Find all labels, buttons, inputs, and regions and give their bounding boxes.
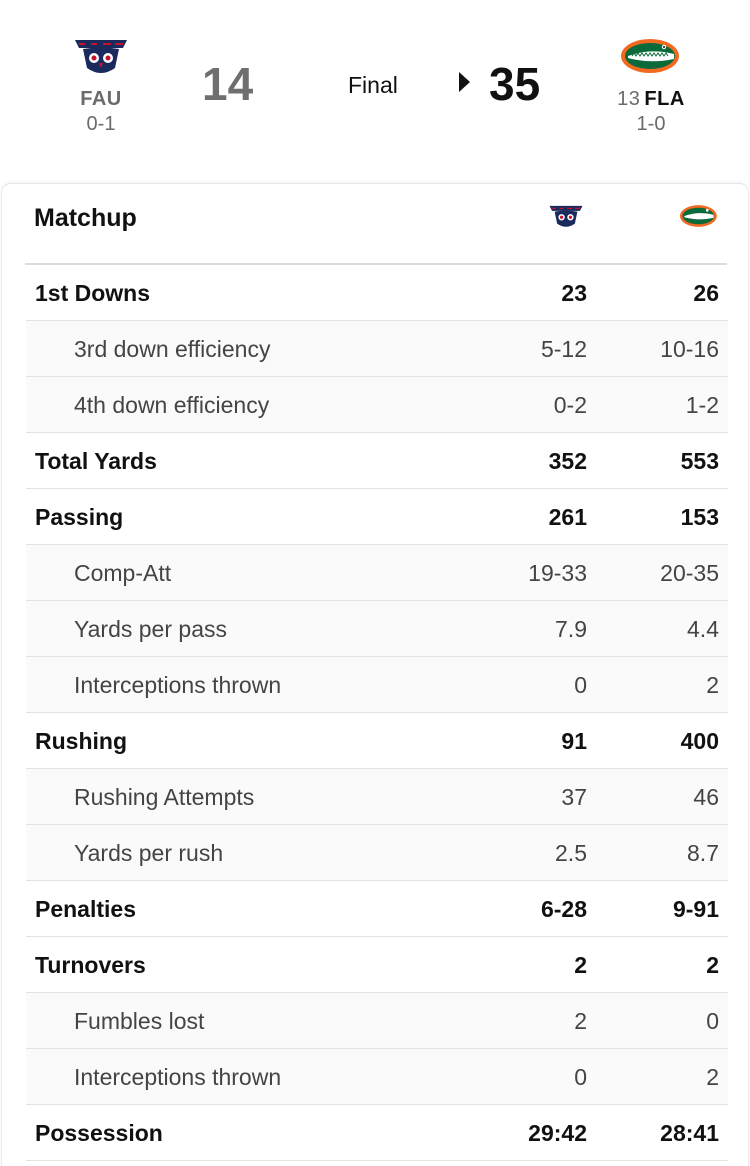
stat-away-value: 352 <box>548 448 587 474</box>
stat-label: Yards per pass <box>74 616 227 642</box>
stat-label: Fumbles lost <box>74 1008 205 1034</box>
stat-home-value: 9-91 <box>672 896 719 922</box>
stat-away-value: 37 <box>561 784 587 810</box>
caret-right-icon <box>459 72 470 92</box>
stat-label: 4th down efficiency <box>74 392 270 418</box>
fau-owls-logo-icon <box>549 205 583 227</box>
home-team-record: 1-0 <box>636 113 666 135</box>
stat-away-value: 7.9 <box>555 616 587 642</box>
florida-gators-logo-icon <box>621 39 679 73</box>
stat-label: Rushing Attempts <box>74 784 255 810</box>
stat-home-value: 553 <box>680 448 719 474</box>
stat-row: Turnovers 2 2 <box>26 937 728 993</box>
stat-away-value: 261 <box>548 504 587 530</box>
stat-label: Total Yards <box>35 448 157 474</box>
stat-home-value: 10-16 <box>660 336 719 362</box>
stat-away-value: 91 <box>561 728 587 754</box>
stat-label: Penalties <box>35 896 136 922</box>
stat-home-value: 400 <box>680 728 719 754</box>
stat-row: Possession 29:42 28:41 <box>26 1105 728 1161</box>
stat-away-value: 29:42 <box>528 1120 587 1146</box>
stat-label: Rushing <box>35 728 127 754</box>
stat-away-value: 6-28 <box>540 896 587 922</box>
away-team[interactable]: FAU 0-1 <box>60 34 142 136</box>
away-score: 14 <box>202 58 254 110</box>
stat-home-value: 4.4 <box>687 616 719 642</box>
stat-label: Yards per rush <box>74 840 224 866</box>
stat-home-value: 2 <box>706 952 719 978</box>
florida-gators-logo-icon <box>679 205 717 227</box>
stat-label: Possession <box>35 1120 163 1146</box>
stat-label: Interceptions thrown <box>74 1064 282 1090</box>
stat-home-value: 153 <box>680 504 719 530</box>
stat-label: 1st Downs <box>35 280 151 306</box>
stat-away-value: 2.5 <box>555 840 587 866</box>
stat-away-value: 2 <box>574 952 587 978</box>
scoreboard-header: FAU 0-1 14 Final 35 13 FLA 1-0 <box>0 0 750 183</box>
stat-row: Fumbles lost 2 0 <box>26 993 728 1049</box>
stat-row: Total Yards 352 553 <box>26 433 728 489</box>
home-team-rank: 13 <box>617 88 641 110</box>
away-team-record: 0-1 <box>86 113 116 135</box>
stat-home-value: 26 <box>693 280 719 306</box>
stat-row: Comp-Att 19-33 20-35 <box>26 545 728 601</box>
stat-away-value: 5-12 <box>540 336 587 362</box>
away-team-abbr: FAU <box>80 88 122 110</box>
game-status: Final <box>348 72 398 98</box>
stat-label: Comp-Att <box>74 560 172 586</box>
stat-label: 3rd down efficiency <box>74 336 271 362</box>
stat-away-value: 19-33 <box>528 560 587 586</box>
stat-row: Interceptions thrown 0 2 <box>26 1049 728 1105</box>
stat-row: Rushing Attempts 37 46 <box>26 769 728 825</box>
stat-row: Interceptions thrown 0 2 <box>26 657 728 713</box>
stat-home-value: 0 <box>706 1008 719 1034</box>
stat-label: Passing <box>35 504 124 530</box>
home-team-abbr: 13 FLA <box>608 88 694 111</box>
matchup-title: Matchup <box>34 204 137 232</box>
stat-home-value: 8.7 <box>687 840 719 866</box>
stat-row: Penalties 6-28 9-91 <box>26 881 728 937</box>
matchup-header: Matchup <box>25 184 727 265</box>
stats-table: 1st Downs 23 26 3rd down efficiency 5-12 10-1… <box>26 265 728 1161</box>
stat-home-value: 1-2 <box>685 392 719 418</box>
stat-home-value: 2 <box>706 672 719 698</box>
matchup-card: Matchup 1st Downs 23 26 3rd down efficiency… <box>1 183 749 1166</box>
stat-row: Passing 261 153 <box>26 489 728 545</box>
stat-row: Yards per rush 2.5 8.7 <box>26 825 728 881</box>
home-team-abbr-text: FLA <box>644 88 685 110</box>
stat-away-value: 0 <box>574 1064 587 1090</box>
stat-home-value: 28:41 <box>660 1120 719 1146</box>
stat-away-value: 0 <box>574 672 587 698</box>
stat-row: 1st Downs 23 26 <box>26 265 728 321</box>
stat-away-value: 2 <box>574 1008 587 1034</box>
home-score: 35 <box>489 58 541 110</box>
stat-row: 3rd down efficiency 5-12 10-16 <box>26 321 728 377</box>
stat-away-value: 0-2 <box>553 392 587 418</box>
stat-home-value: 46 <box>693 784 719 810</box>
home-team[interactable]: 13 FLA 1-0 <box>608 34 694 136</box>
fau-owls-logo-icon <box>75 40 127 73</box>
stat-away-value: 23 <box>561 280 587 306</box>
stat-home-value: 20-35 <box>660 560 719 586</box>
stat-label: Turnovers <box>35 952 146 978</box>
stat-row: 4th down efficiency 0-2 1-2 <box>26 377 728 433</box>
stat-home-value: 2 <box>706 1064 719 1090</box>
stat-row: Rushing 91 400 <box>26 713 728 769</box>
stat-row: Yards per pass 7.9 4.4 <box>26 601 728 657</box>
stat-label: Interceptions thrown <box>74 672 282 698</box>
